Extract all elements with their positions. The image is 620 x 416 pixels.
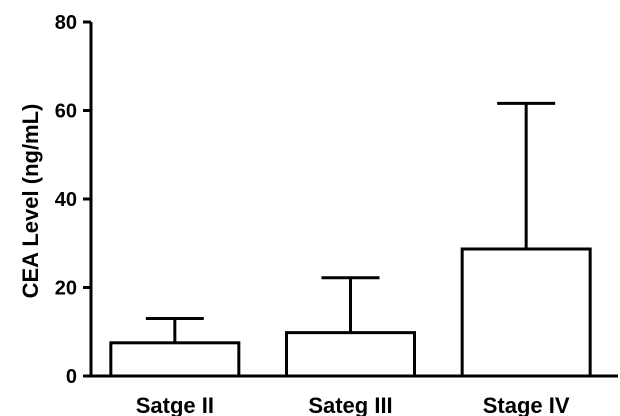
bar-1 — [109, 341, 241, 378]
y-ticks: 0 20 40 60 80 — [55, 12, 91, 388]
bar-3 — [460, 247, 592, 378]
y-tick-label: 40 — [55, 189, 77, 211]
x-tick-labels: Satge II Sateg III Stage IV — [136, 393, 570, 416]
x-tick-label: Satge II — [136, 393, 214, 416]
y-axis-title: CEA Level (ng/mL) — [18, 104, 43, 299]
bars — [109, 247, 592, 378]
y-tick-label: 20 — [55, 278, 77, 300]
error-bars — [145, 101, 556, 343]
y-tick-label: 80 — [55, 12, 77, 34]
y-tick-label: 60 — [55, 101, 77, 123]
bar-2 — [285, 331, 416, 378]
y-tick-label: 0 — [66, 366, 77, 388]
x-tick-label: Stage IV — [483, 393, 570, 416]
x-tick-label: Sateg III — [308, 393, 392, 416]
